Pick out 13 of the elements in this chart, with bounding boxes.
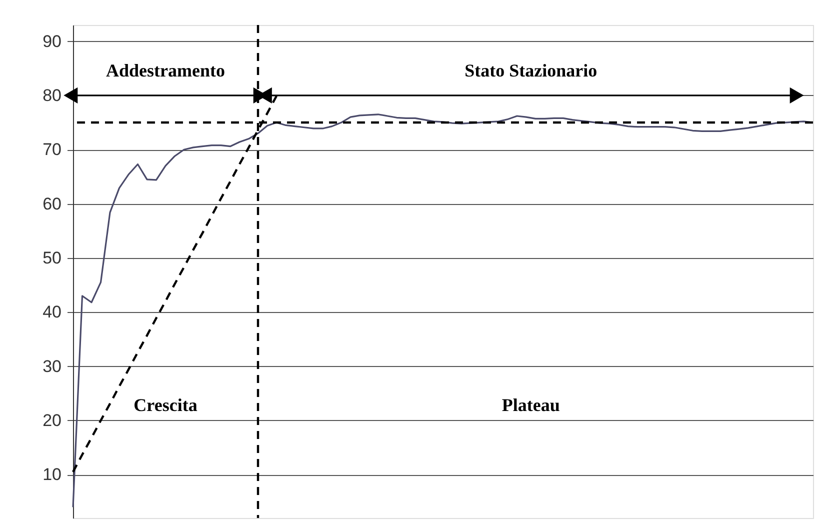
y-tick-label: 60 (42, 194, 62, 214)
annotation: Crescita (134, 395, 198, 415)
y-tick-label: 50 (42, 248, 62, 268)
series-label: Stato Stazionario (464, 60, 598, 80)
y-tick-label: 90 (42, 32, 62, 51)
y-tick-label: 70 (42, 140, 62, 160)
y-tick-label: 30 (42, 356, 62, 376)
series-label: Addestramento (106, 60, 225, 80)
y-tick-label: 80 (42, 86, 62, 105)
y-tick-label: 20 (42, 410, 62, 430)
y-tick-label: 10 (42, 465, 62, 484)
annotation: Plateau (502, 395, 560, 415)
y-tick-label: 40 (42, 302, 62, 322)
